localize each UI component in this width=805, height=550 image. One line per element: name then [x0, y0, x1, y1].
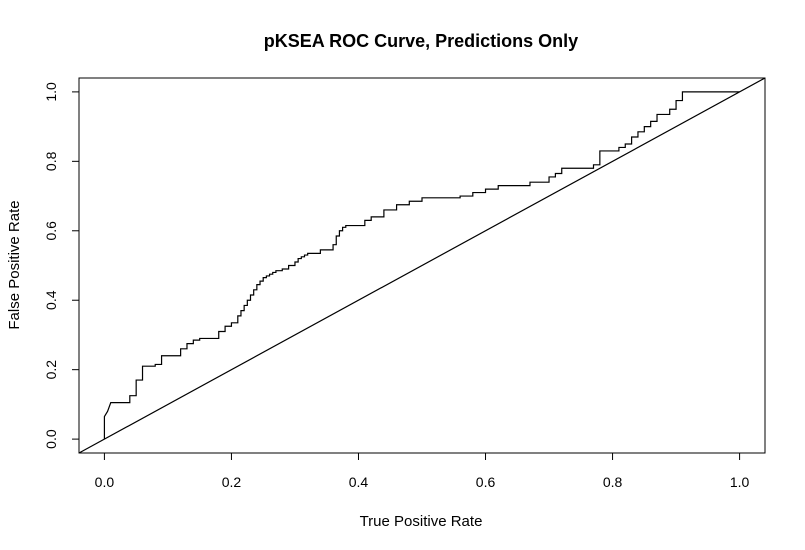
y-tick-label: 0.0	[43, 429, 59, 449]
y-axis: 0.0 0.2 0.4 0.6 0.8 1.0	[43, 82, 80, 449]
y-tick-label: 0.2	[43, 360, 59, 380]
diagonal-reference-line	[78, 77, 766, 454]
y-axis-label: False Positive Rate	[6, 200, 23, 329]
y-tick-label: 1.0	[43, 82, 59, 102]
x-tick-label: 0.6	[476, 474, 496, 490]
y-tick-label: 0.6	[43, 221, 59, 241]
y-tick-label: 0.8	[43, 151, 59, 171]
x-tick-label: 0.0	[95, 474, 115, 490]
x-axis-label: True Positive Rate	[360, 513, 483, 530]
roc-curve-line	[103, 91, 740, 440]
x-tick-label: 1.0	[730, 474, 750, 490]
x-axis: 0.0 0.2 0.4 0.6 0.8 1.0	[95, 452, 750, 490]
x-tick-label: 0.8	[603, 474, 623, 490]
y-tick-label: 0.4	[43, 290, 59, 310]
plot-area	[78, 77, 766, 454]
x-tick-label: 0.2	[222, 474, 242, 490]
chart-title: pKSEA ROC Curve, Predictions Only	[264, 31, 578, 51]
x-tick-label: 0.4	[349, 474, 369, 490]
